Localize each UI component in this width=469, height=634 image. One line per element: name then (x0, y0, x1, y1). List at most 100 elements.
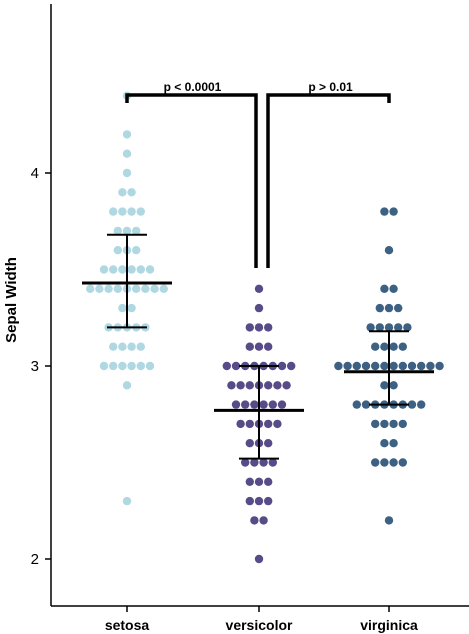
data-point-versicolor (241, 458, 250, 467)
axes-layer (45, 4, 469, 612)
data-point-setosa (122, 381, 132, 390)
data-point-setosa (132, 226, 141, 236)
data-point-setosa (136, 361, 145, 371)
data-point-versicolor (273, 381, 282, 390)
data-point-setosa (122, 149, 132, 158)
stats-layer (82, 233, 434, 460)
data-point-virginica (380, 361, 389, 371)
data-point-virginica (389, 381, 398, 390)
y-tick-label-2: 2 (31, 551, 39, 568)
data-point-versicolor (254, 284, 264, 293)
data-point-virginica (352, 400, 361, 409)
data-point-versicolor (236, 381, 245, 390)
data-point-virginica (380, 419, 389, 429)
data-point-setosa (113, 284, 123, 293)
points-layer (86, 91, 444, 564)
data-point-versicolor (254, 496, 264, 506)
data-point-setosa (118, 265, 127, 274)
data-point-setosa (136, 342, 145, 351)
data-point-virginica (380, 207, 389, 216)
significance-bracket-setosa-versicolor (125, 93, 258, 268)
data-point-versicolor (259, 400, 268, 409)
data-point-virginica (343, 361, 352, 371)
data-point-virginica (380, 381, 389, 390)
data-point-virginica (371, 361, 380, 371)
data-point-setosa (118, 361, 127, 371)
data-point-versicolor (254, 477, 264, 486)
data-point-versicolor (282, 381, 291, 390)
data-point-virginica (380, 439, 389, 448)
data-point-versicolor (245, 419, 254, 429)
data-point-versicolor (268, 458, 277, 467)
data-point-versicolor (264, 342, 273, 351)
data-point-virginica (380, 458, 389, 467)
data-point-virginica (398, 419, 407, 429)
significance-label-versicolor-virginica: p > 0.01 (308, 80, 353, 94)
data-point-virginica (389, 458, 398, 467)
data-point-versicolor (264, 419, 273, 429)
data-point-versicolor (222, 361, 231, 371)
data-point-versicolor (245, 496, 254, 506)
data-point-virginica (389, 419, 398, 429)
data-point-setosa (122, 130, 132, 139)
data-point-virginica (398, 458, 407, 467)
data-point-versicolor (277, 361, 287, 371)
y-tick-label-3: 3 (31, 358, 39, 375)
data-point-setosa (159, 284, 168, 293)
data-point-versicolor (254, 323, 264, 332)
x-tick-label-virginica: virginica (360, 617, 418, 633)
data-point-versicolor (254, 554, 264, 564)
data-point-virginica (403, 323, 412, 332)
data-point-setosa (104, 284, 113, 293)
x-tick-label-versicolor: versicolor (226, 617, 293, 633)
data-point-setosa (127, 188, 136, 197)
data-point-setosa (99, 361, 109, 371)
data-point-setosa (145, 265, 155, 274)
data-point-virginica (426, 361, 435, 371)
data-point-versicolor (259, 458, 268, 467)
data-point-virginica (407, 361, 417, 371)
data-point-versicolor (287, 361, 296, 371)
data-point-versicolor (250, 458, 259, 467)
significance-layer: p < 0.0001 p > 0.01 (125, 80, 391, 268)
labels-layer: 2 3 4 Sepal Width setosa versicolor virginica (3, 165, 418, 633)
data-point-versicolor (245, 381, 254, 390)
data-point-virginica (389, 361, 398, 371)
data-point-virginica (435, 361, 444, 371)
data-point-setosa (118, 188, 127, 197)
data-point-virginica (384, 323, 394, 332)
data-point-versicolor (259, 516, 268, 525)
data-point-versicolor (241, 400, 250, 409)
data-point-versicolor (264, 477, 273, 486)
data-point-versicolor (245, 342, 254, 351)
data-point-versicolor (245, 477, 254, 486)
data-point-virginica (375, 323, 384, 332)
data-point-setosa (136, 265, 145, 274)
data-point-versicolor (245, 439, 254, 448)
y-axis-title: Sepal Width (3, 257, 20, 343)
significance-label-setosa-versicolor: p < 0.0001 (164, 80, 222, 94)
data-point-virginica (371, 342, 380, 351)
data-point-setosa (109, 342, 118, 351)
data-point-setosa (127, 361, 136, 371)
data-point-setosa (99, 265, 109, 274)
data-point-setosa (122, 226, 132, 236)
data-point-versicolor (227, 381, 236, 390)
data-point-virginica (394, 323, 403, 332)
data-point-setosa (132, 284, 141, 293)
data-point-setosa (109, 265, 118, 274)
data-point-setosa (132, 246, 141, 255)
data-point-virginica (417, 400, 426, 409)
data-point-virginica (380, 284, 389, 293)
data-point-versicolor (264, 496, 273, 506)
data-point-virginica (375, 303, 384, 313)
data-point-versicolor (277, 400, 287, 409)
data-point-virginica (371, 458, 380, 467)
data-point-setosa (127, 265, 136, 274)
data-point-setosa (136, 207, 145, 216)
data-point-setosa (109, 207, 118, 216)
data-point-versicolor (245, 323, 254, 332)
data-point-versicolor (250, 400, 259, 409)
data-point-versicolor (264, 439, 273, 448)
